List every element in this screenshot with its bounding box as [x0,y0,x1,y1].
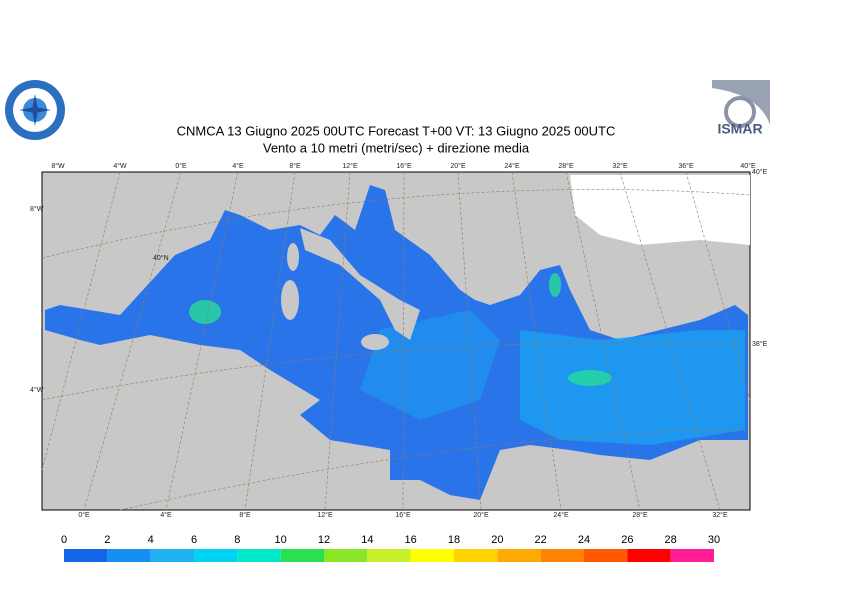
graticule-label: 12°E [342,162,358,170]
graticule-label: 0°E [175,162,187,170]
corsica [287,243,299,271]
graticule-label: 8°W [51,162,65,170]
colorbar-segment [64,549,108,562]
graticule-label: 16°E [395,511,411,519]
colorbar-segment [540,549,584,562]
map [41,171,751,511]
colorbar-label: 10 [275,534,287,546]
colorbar-segment [194,549,238,562]
graticule-label: 28°E [558,162,574,170]
graticule-label: 0°E [78,511,90,519]
graticule-label: 28°E [632,511,648,519]
graticule-label: 38°E [752,340,768,348]
colorbar-label: 4 [148,534,154,546]
colorbar-segment [410,549,454,562]
wind-patch [568,370,612,386]
graticule-label: 8°E [239,511,251,519]
left-logo [5,80,65,140]
graticule-label: 4°W [30,386,44,394]
graticule-label: 4°W [113,162,127,170]
colorbar-label: 16 [405,534,417,546]
subtitle: Vento a 10 metri (metri/sec) + direzione… [263,140,530,155]
graticule-label: 16°E [396,162,412,170]
graticule-label: 32°E [712,511,728,519]
colorbar-label: 8 [234,534,240,546]
colorbar-segment [584,549,628,562]
title: CNMCA 13 Giugno 2025 00UTC Forecast T+00… [177,123,616,138]
graticule-label: 32°E [612,162,628,170]
colorbar-label: 20 [491,534,503,546]
colorbar-segment [367,549,411,562]
colorbar-segment [454,549,498,562]
wind-patch [549,273,561,297]
colorbar-label: 18 [448,534,460,546]
colorbar-segment [280,549,324,562]
right-logo: ISMAR [710,80,770,137]
graticule-label: 24°E [553,511,569,519]
graticule-label: 12°E [317,511,333,519]
sea-light [360,310,500,420]
graticule-label: 4°E [160,511,172,519]
colorbar-label: 28 [665,534,677,546]
graticule-label: 20°E [450,162,466,170]
colorbar-segment [150,549,194,562]
graticule-label: 40°N [153,254,169,262]
graticule-label: 4°E [232,162,244,170]
graticule [41,171,751,511]
colorbar-label: 30 [708,534,720,546]
graticule-label: 40°E [752,168,768,176]
graticule-label: 40°E [740,162,756,170]
colorbar-label: 24 [578,534,590,546]
colorbar-segment [107,549,151,562]
italy [300,228,420,340]
colorbar-label: 2 [104,534,110,546]
graticule-label: 36°E [678,162,694,170]
graticule-label: 20°E [473,511,489,519]
graticule-label: 8°E [289,162,301,170]
sea-light [520,330,745,445]
colorbar-label: 26 [621,534,633,546]
sardinia [281,280,299,320]
graticule-label: 8°W [30,205,44,213]
logo-text: ISMAR [717,121,762,137]
colorbar-segment [670,549,714,562]
sicily [361,334,389,350]
colorbar-label: 22 [535,534,547,546]
graticule-label: 24°E [504,162,520,170]
colorbar-label: 0 [61,534,67,546]
colorbar-segment [237,549,281,562]
colorbar-segment [324,549,368,562]
colorbar-label: 12 [318,534,330,546]
no-data-area [570,175,750,245]
colorbar-label: 14 [361,534,373,546]
colorbar-segment [497,549,541,562]
colorbar-label: 6 [191,534,197,546]
wind-patch [189,300,221,324]
colorbar-segment [627,549,671,562]
